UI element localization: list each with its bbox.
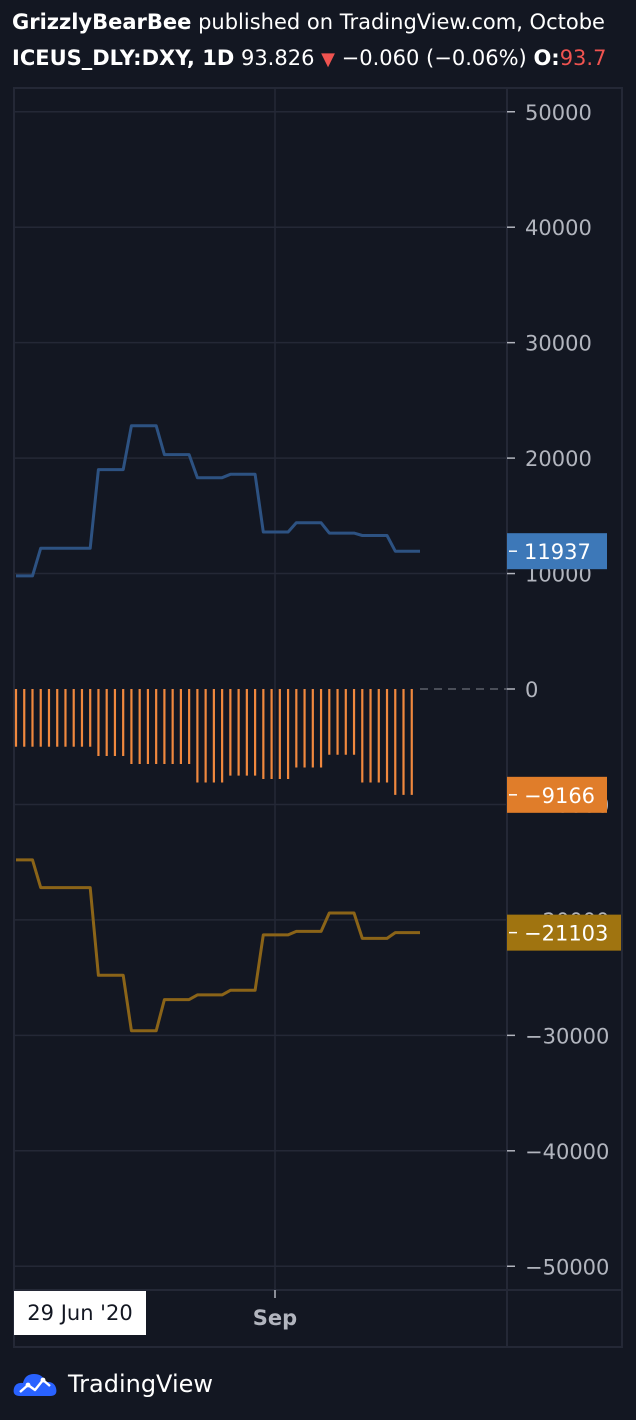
price-axis: 50000400003000020000100000−10000−20000−3…: [507, 101, 609, 1279]
chart-series: [14, 424, 420, 1033]
series-line-blue: [16, 424, 420, 578]
symbol-name: ICEUS_DLY:DXY, 1D: [12, 46, 235, 70]
last-value-text: −21103: [524, 922, 608, 946]
brand-name: TradingView: [68, 1370, 214, 1398]
last-value-badge: [507, 533, 607, 570]
symbol-line: ICEUS_DLY:DXY, 1D 93.826 ▼ −0.060 (−0.06…: [12, 44, 606, 74]
open-value: 93.7: [559, 46, 607, 70]
start-date-label: 29 Jun '20: [14, 1291, 146, 1335]
price-change: −0.060 (−0.06%): [341, 46, 527, 70]
price-tick-label: −50000: [525, 1255, 609, 1279]
chart-frame: [13, 87, 623, 1348]
price-tick-label: 0: [525, 678, 538, 702]
price-tick-label: 20000: [525, 447, 592, 471]
price-tick-label: 40000: [525, 216, 592, 240]
price-tick-label: −30000: [525, 1024, 609, 1048]
chart-grid: [13, 87, 623, 1348]
price-tick-label: 50000: [525, 101, 592, 125]
open-label: O:: [533, 46, 560, 70]
last-value-text: −9166: [524, 784, 595, 808]
publisher-name[interactable]: GrizzlyBearBee: [12, 10, 192, 34]
down-arrow-icon: ▼: [321, 49, 335, 70]
footer: TradingView: [12, 1364, 213, 1404]
tradingview-cloud-icon[interactable]: [12, 1368, 60, 1400]
last-value-labels: 11937 −9166 −21103: [507, 533, 621, 951]
last-price: 93.826: [240, 46, 315, 70]
time-tick-sep: Sep: [252, 1306, 298, 1330]
last-value-text: 11937: [524, 540, 591, 564]
publisher-line: GrizzlyBearBee published on TradingView.…: [12, 8, 605, 36]
price-tick-label: −40000: [525, 1140, 609, 1164]
published-text: published on TradingView.com, Octobe: [191, 10, 605, 34]
last-value-badge: [507, 914, 621, 951]
series-line-brown: [16, 858, 420, 1033]
last-value-badge: [507, 776, 607, 813]
price-tick-label: 30000: [525, 332, 592, 356]
